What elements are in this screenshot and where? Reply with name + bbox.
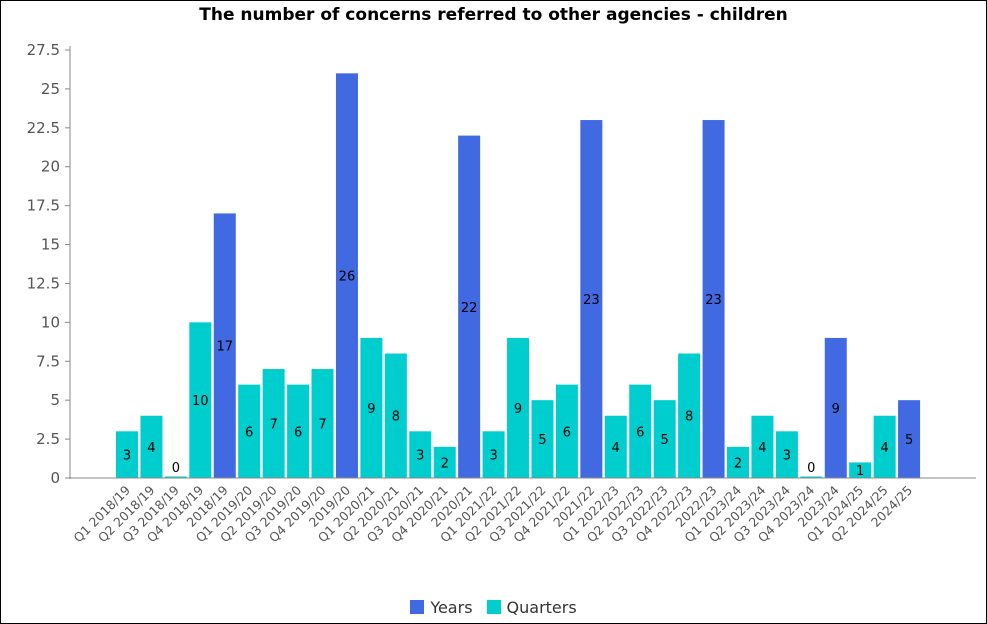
data-label: 4 [612, 441, 620, 456]
bar [702, 120, 725, 478]
data-label: 26 [339, 270, 356, 285]
y-tick-label: 27.5 [27, 41, 60, 59]
data-label: 6 [294, 425, 302, 440]
bar [262, 369, 285, 478]
y-tick-label: 0 [50, 469, 60, 487]
data-label: 2 [734, 456, 742, 471]
y-tick-label: 15 [41, 236, 60, 254]
bar [555, 384, 578, 478]
data-label: 8 [685, 410, 693, 425]
data-label: 10 [192, 394, 209, 409]
data-label: 8 [392, 410, 400, 425]
legend-label-years: Years [430, 597, 473, 617]
data-label: 23 [705, 293, 722, 308]
legend-item-years[interactable]: Years [410, 597, 473, 617]
chart-title: The number of concerns referred to other… [199, 5, 788, 25]
bar [824, 337, 847, 478]
bar [873, 415, 896, 478]
bar [189, 322, 212, 478]
data-label: 7 [318, 418, 326, 433]
y-tick-label: 10 [41, 313, 60, 331]
data-label: 4 [758, 441, 766, 456]
data-label: 5 [905, 433, 913, 448]
data-label: 7 [269, 418, 277, 433]
y-tick-label: 25 [41, 80, 60, 98]
bar [238, 384, 261, 478]
bar [727, 446, 749, 478]
data-label: 23 [583, 293, 600, 308]
data-label: 1 [856, 464, 864, 479]
bar [507, 337, 530, 478]
data-label: 5 [661, 433, 669, 448]
data-label: 3 [123, 449, 131, 464]
y-axis: 0 2.5 5 7.5 10 12.5 15 17.5 20 22.5 25 27.5 [27, 41, 71, 487]
legend-label-quarters: Quarters [506, 597, 577, 617]
legend-item-quarters[interactable]: Quarters [486, 597, 577, 617]
bar [898, 400, 921, 478]
bar [409, 431, 432, 478]
bar [213, 213, 236, 478]
data-label: 6 [636, 425, 644, 440]
y-tick-label: 22.5 [27, 119, 60, 137]
bar [360, 337, 383, 478]
bar [433, 446, 456, 478]
bar [311, 369, 334, 478]
data-label: 9 [514, 402, 522, 417]
data-label: 9 [832, 402, 840, 417]
bar [458, 135, 481, 478]
data-label: 0 [807, 461, 815, 476]
y-tick-label: 20 [41, 158, 60, 176]
bar [800, 476, 823, 478]
data-label: 22 [461, 301, 478, 316]
data-label: 9 [367, 402, 375, 417]
legend-swatch-quarters [486, 600, 501, 614]
data-label: 2 [441, 456, 449, 471]
bar [384, 353, 407, 478]
bar [164, 476, 187, 478]
y-tick-label: 2.5 [36, 430, 60, 448]
bar [482, 431, 505, 478]
bar [775, 431, 798, 478]
y-tick-label: 12.5 [27, 274, 60, 292]
bar [678, 353, 701, 478]
bar [140, 415, 163, 478]
data-label: 4 [147, 441, 155, 456]
bar [531, 400, 554, 478]
data-label: 17 [216, 340, 233, 355]
data-label: 6 [563, 425, 571, 440]
bar [653, 400, 676, 478]
bar [116, 431, 138, 478]
bar [335, 73, 358, 478]
data-label: 3 [783, 449, 791, 464]
data-label: 6 [245, 425, 253, 440]
bar [629, 384, 652, 478]
bar [287, 384, 310, 478]
y-tick-label: 17.5 [27, 197, 60, 215]
bar [751, 415, 774, 478]
y-tick-label: 7.5 [36, 352, 60, 370]
legend: Years Quarters [1, 597, 986, 617]
data-label: 3 [416, 449, 424, 464]
data-label: 0 [172, 461, 180, 476]
bar [849, 462, 872, 478]
data-label: 4 [880, 441, 888, 456]
data-label: 3 [489, 449, 497, 464]
bar [604, 415, 627, 478]
legend-swatch-years [410, 600, 425, 614]
data-label: 5 [538, 433, 546, 448]
y-tick-label: 5 [50, 391, 60, 409]
bar [580, 120, 603, 478]
